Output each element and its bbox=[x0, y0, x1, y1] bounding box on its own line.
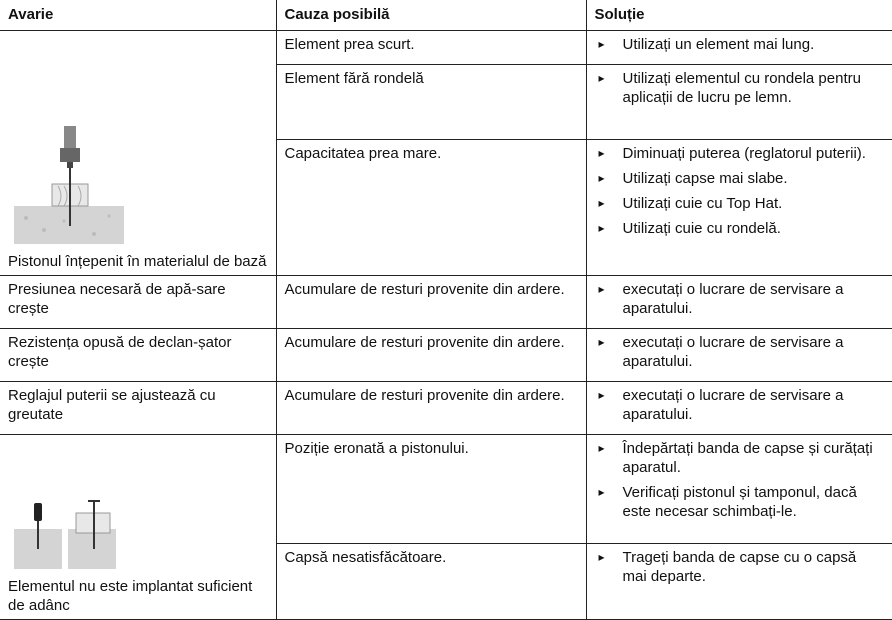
solution-item: Utilizați cuie cu Top Hat. bbox=[595, 194, 885, 213]
solution-list: Utilizați un element mai lung. bbox=[595, 35, 885, 54]
solution-item: Verificați pistonul și tamponul, dacă es… bbox=[595, 483, 885, 521]
solution-list: Diminuați puterea (reglatorul puterii). U… bbox=[595, 144, 885, 238]
fault-cell: Reglajul puterii se ajustează cu greutat… bbox=[0, 380, 277, 435]
table-row: Presiunea necesară de apă-sare crește Acu… bbox=[0, 274, 892, 329]
solution-cell: Utilizați un element mai lung. bbox=[585, 29, 892, 65]
solution-item: Îndepărtați banda de capse și curățați a… bbox=[595, 439, 885, 477]
cause-cell: Element fără rondelă bbox=[275, 63, 587, 140]
solution-cell: Îndepărtați banda de capse și curățați a… bbox=[585, 433, 892, 544]
table-row: Pistonul înțepenit în materialul de bază… bbox=[0, 29, 892, 276]
table-row: Rezistența opusă de declan-șator crește A… bbox=[0, 327, 892, 382]
solution-item: Utilizați un element mai lung. bbox=[595, 35, 885, 54]
cause-cell: Capsă nesatisfăcătoare. bbox=[275, 542, 587, 620]
cause-cell: Element prea scurt. bbox=[275, 29, 587, 65]
solution-item: executați o lucrare de servisare a apara… bbox=[595, 386, 885, 424]
solution-list: executați o lucrare de servisare a apara… bbox=[595, 280, 885, 318]
solution-cell: executați o lucrare de servisare a apara… bbox=[585, 327, 892, 382]
solution-list: executați o lucrare de servisare a apara… bbox=[595, 333, 885, 371]
fault-text: Pistonul înțepenit în materialul de bază bbox=[8, 252, 267, 270]
column-header: Cauza posibilă bbox=[275, 0, 587, 31]
cause-cell: Acumulare de resturi provenite din arder… bbox=[275, 380, 587, 435]
solution-cell: executați o lucrare de servisare a apara… bbox=[585, 274, 892, 329]
header-row: Avarie Cauza posibilă Soluție bbox=[0, 0, 892, 31]
table-row: Reglajul puterii se ajustează cu greutat… bbox=[0, 380, 892, 435]
column-header: Soluție bbox=[585, 0, 892, 31]
table-row: Elementul nu este implantat suficient de… bbox=[0, 433, 892, 620]
illustration bbox=[14, 499, 116, 569]
solution-item: Diminuați puterea (reglatorul puterii). bbox=[595, 144, 885, 163]
solution-item: Utilizați elementul cu rondela pentru ap… bbox=[595, 69, 885, 107]
column-header: Avarie bbox=[0, 0, 277, 31]
fault-cell: Presiunea necesară de apă-sare crește bbox=[0, 274, 277, 329]
fault-cell: Pistonul înțepenit în materialul de bază bbox=[0, 29, 277, 276]
solution-list: Îndepărtați banda de capse și curățați a… bbox=[595, 439, 885, 521]
solution-item: Utilizați capse mai slabe. bbox=[595, 169, 885, 188]
solution-cell: Diminuați puterea (reglatorul puterii). U… bbox=[585, 138, 892, 276]
solution-item: Trageți banda de capse cu o capsă mai de… bbox=[595, 548, 885, 586]
cause-cell: Acumulare de resturi provenite din arder… bbox=[275, 274, 587, 329]
fault-cell: Elementul nu este implantat suficient de… bbox=[0, 433, 277, 620]
page: {"table": { "header": ["Avarie", "Cauza … bbox=[0, 0, 892, 598]
illustration bbox=[14, 125, 124, 244]
solution-cell: Trageți banda de capse cu o capsă mai de… bbox=[585, 542, 892, 620]
solution-cell: Utilizați elementul cu rondela pentru ap… bbox=[585, 63, 892, 140]
solution-cell: executați o lucrare de servisare a apara… bbox=[585, 380, 892, 435]
cause-cell: Capacitatea prea mare. bbox=[275, 138, 587, 276]
table-row: Capacitatea prea mare.Diminuați puterea … bbox=[0, 138, 892, 276]
fault-cell: Rezistența opusă de declan-șator crește bbox=[0, 327, 277, 382]
fault-text: Presiunea necesară de apă-sare crește bbox=[8, 280, 226, 317]
fault-text: Reglajul puterii se ajustează cu greutat… bbox=[8, 386, 216, 423]
solution-list: executați o lucrare de servisare a apara… bbox=[595, 386, 885, 424]
fault-text: Rezistența opusă de declan-șator crește bbox=[8, 333, 232, 370]
solution-list: Utilizați elementul cu rondela pentru ap… bbox=[595, 69, 885, 107]
solution-item: Utilizați cuie cu rondelă. bbox=[595, 219, 885, 238]
cause-cell: Acumulare de resturi provenite din arder… bbox=[275, 327, 587, 382]
fault-text: Elementul nu este implantat suficient de… bbox=[8, 577, 253, 614]
cause-cell: Poziție eronată a pistonului. bbox=[275, 433, 587, 544]
solution-list: Trageți banda de capse cu o capsă mai de… bbox=[595, 548, 885, 586]
solution-item: executați o lucrare de servisare a apara… bbox=[595, 333, 885, 371]
solution-item: executați o lucrare de servisare a apara… bbox=[595, 280, 885, 318]
